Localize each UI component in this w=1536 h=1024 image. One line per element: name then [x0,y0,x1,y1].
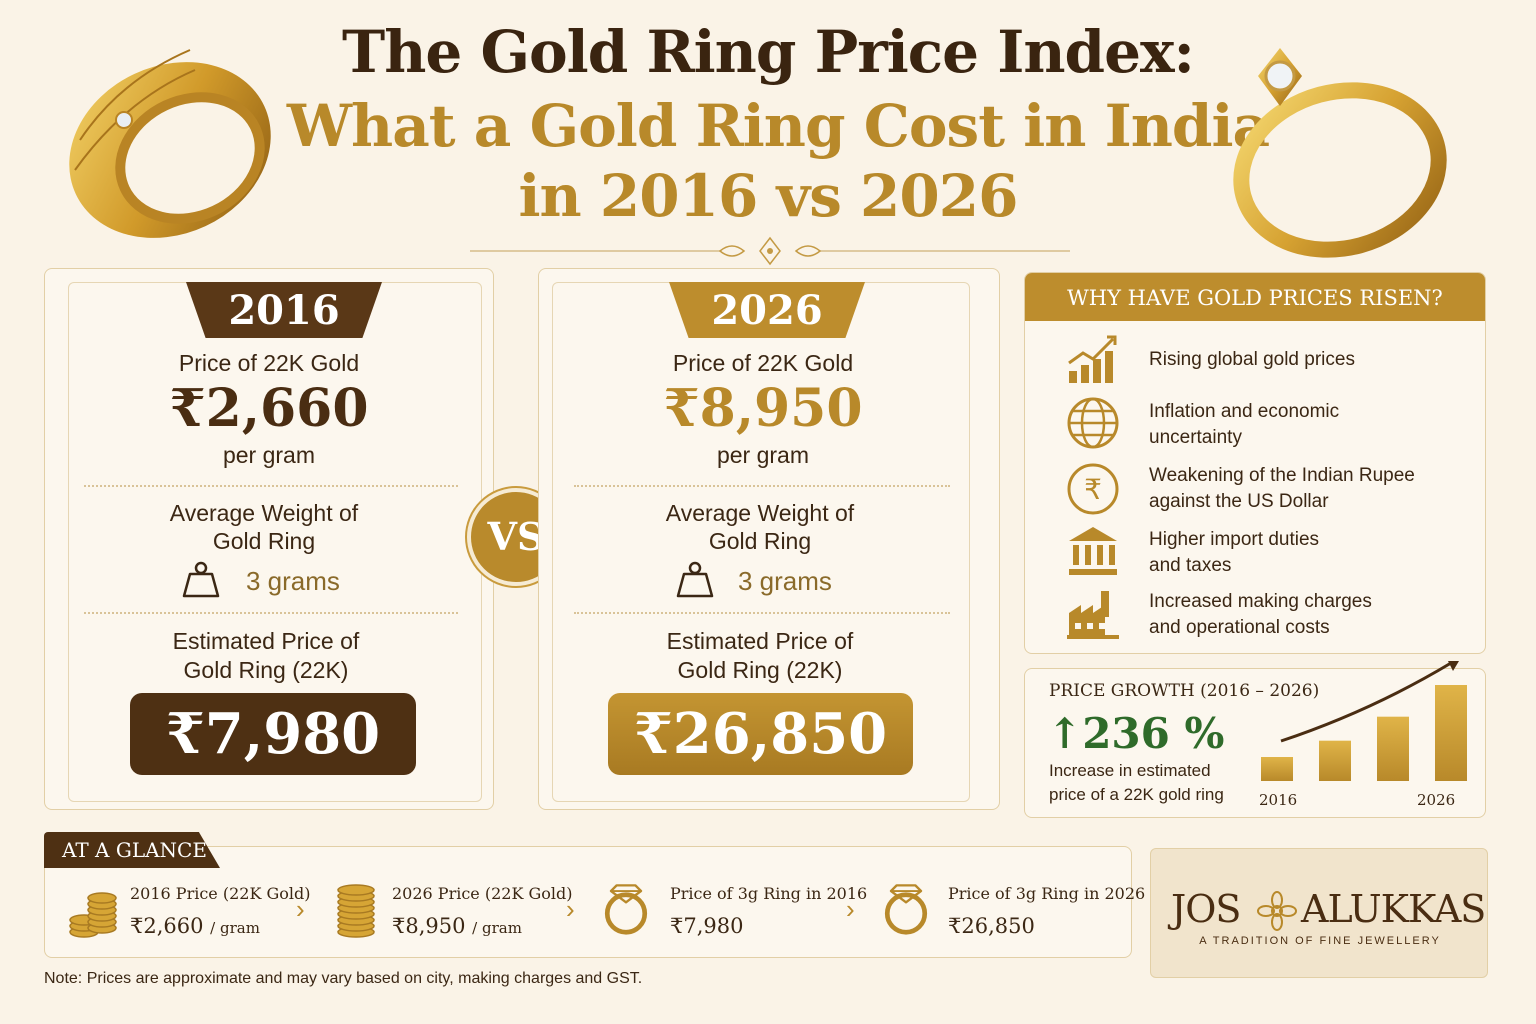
estimate-value-2016: ₹7,980 [130,693,416,775]
weight-icon [676,561,714,598]
weight-value-2016: 3 grams [246,566,340,596]
estimate-label-2016: Estimated Price of [172,628,360,654]
why-item-4: Higher import duties and taxes [1149,529,1320,576]
glance-tab: AT A GLANCE [44,832,220,868]
year-tab-2016: 2016 [186,282,382,338]
estimate-label-2026: Estimated Price of [666,628,854,654]
price-unit-2016: per gram [222,442,316,468]
growth-end-label: 2026 [1417,791,1456,809]
weight-label-2-2026: Gold Ring [708,528,812,554]
why-item-1: Rising global gold prices [1149,349,1355,370]
why-item-3: Weakening of the Indian Rupee against the… [1149,465,1415,512]
title-line-2: What a Gold Ring Cost in India [286,92,1270,160]
price-growth-panel: PRICE GROWTH (2016 – 2026) ↑236 % Increa… [1024,661,1486,818]
chevron-right-icon: › [296,894,305,924]
coin-stack-icon [69,892,117,938]
chevron-right-icon: › [566,894,575,924]
why-prices-risen-panel: WHY HAVE GOLD PRICES RISEN? Rising globa… [1024,272,1486,654]
estimate-label-2-2026: Gold Ring (22K) [677,657,843,683]
diamond-ring-icon [884,884,928,935]
divider [574,612,950,614]
price-unit-2026: per gram [716,442,810,468]
divider [84,612,458,614]
why-heading: WHY HAVE GOLD PRICES RISEN? [1025,273,1485,321]
glance-label-2: 2026 Price (22K Gold) [392,884,573,903]
logo-word-right: ALUKKAS [1301,887,1486,931]
growth-start-label: 2016 [1259,791,1298,809]
price-value-2016: ₹2,660 [169,378,369,439]
svg-text:₹: ₹ [1084,473,1102,506]
estimate-value-2026: ₹26,850 [608,693,913,775]
bank-icon [1069,527,1117,575]
ornament-divider-icon [470,236,1070,266]
jos-alukkas-logo: JOS ALUKKAS A TRADITION OF FINE JEWELLER… [1150,848,1488,978]
up-arrow-icon: ↑ [1047,709,1083,758]
at-a-glance-panel [44,846,1132,958]
glance-label-1: 2016 Price (22K Gold) [130,884,311,903]
price-label-2026: Price of 22K Gold [672,350,854,376]
weight-label-2026: Average Weight of [665,500,855,526]
glance-label-3: Price of 3g Ring in 2016 [670,884,868,903]
diamond-ring-icon [604,884,648,935]
logo-flower-icon [1257,891,1297,931]
footnote: Note: Prices are approximate and may var… [44,970,643,987]
year-tab-2026: 2026 [669,282,865,338]
divider [574,485,950,487]
why-item-2: Inflation and economic uncertainty [1149,401,1340,448]
glance-label-4: Price of 3g Ring in 2026 [948,884,1146,903]
growth-percent-value: 236 % [1082,709,1225,758]
weight-icon [182,561,220,598]
growth-bar [1319,740,1351,781]
growth-bars-icon [1261,661,1467,781]
growth-percent: ↑236 % [1047,709,1224,758]
glance-value-2: ₹8,950 / gram [392,914,522,938]
glance-value-4: ₹26,850 [948,914,1035,938]
weight-label-2-2016: Gold Ring [212,528,316,554]
why-item-5: Increased making charges and operational … [1149,591,1372,638]
growth-title: PRICE GROWTH (2016 – 2026) [1049,681,1320,701]
solitaire-ring-icon [1233,48,1447,258]
growth-bar [1377,716,1409,781]
title-line-1: The Gold Ring Price Index: [342,18,1195,86]
coin-stack-icon [337,884,375,938]
title-line-3: in 2016 vs 2026 [518,162,1019,230]
glance-value-3: ₹7,980 [670,914,744,938]
growth-bar [1435,685,1467,781]
gold-band-ring-icon [69,49,271,238]
glance-value-1: ₹2,660 / gram [130,914,260,938]
globe-icon [1067,397,1119,449]
logo-word-left: JOS [1171,887,1241,931]
rising-chart-icon [1068,335,1117,383]
chevron-right-icon: › [846,894,855,924]
weight-value-2026: 3 grams [738,566,832,596]
rupee-icon: ₹ [1067,463,1119,515]
growth-description: Increase in estimated price of a 22K gold… [1049,761,1224,804]
estimate-label-2-2016: Gold Ring (22K) [183,657,349,683]
weight-label-2016: Average Weight of [169,500,359,526]
logo-tagline: A TRADITION OF FINE JEWELLERY [1199,935,1441,947]
price-value-2026: ₹8,950 [663,378,863,439]
factory-icon [1067,591,1119,639]
growth-bar [1261,757,1293,781]
price-label-2016: Price of 22K Gold [178,350,360,376]
divider [84,485,458,487]
